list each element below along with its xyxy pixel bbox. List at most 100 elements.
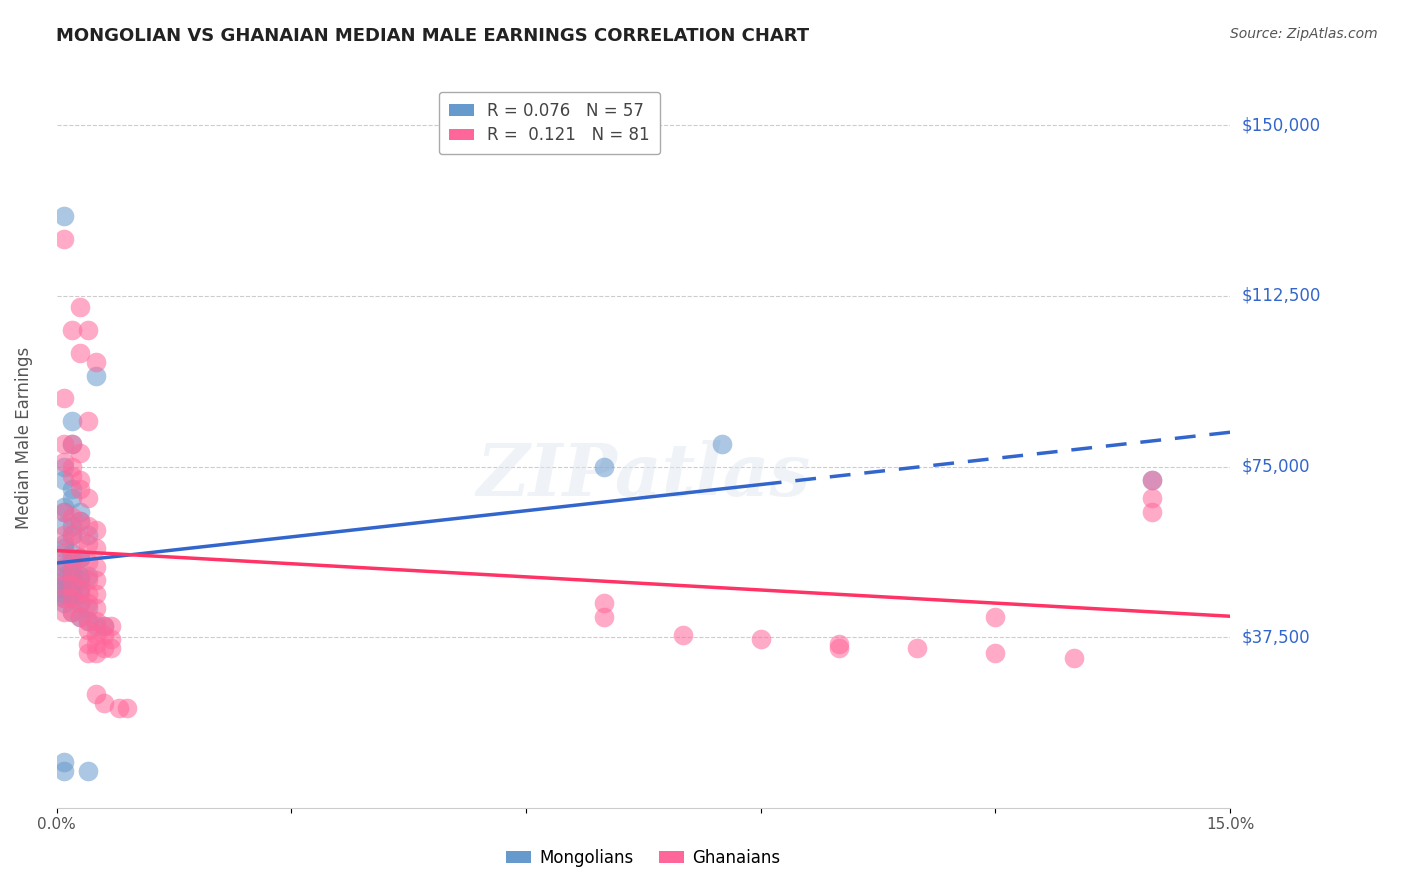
Ghanaians — [84, 559, 107, 574]
Ghanaians — [84, 614, 107, 628]
Ghanaians — [984, 609, 1007, 624]
Text: $150,000: $150,000 — [1241, 116, 1320, 135]
Ghanaians — [77, 614, 100, 628]
Ghanaians — [1140, 473, 1163, 487]
Ghanaians — [93, 628, 115, 642]
Legend: R = 0.076   N = 57, R =  0.121   N = 81: R = 0.076 N = 57, R = 0.121 N = 81 — [439, 92, 659, 154]
Mongolians — [77, 614, 100, 628]
Ghanaians — [828, 641, 851, 656]
Mongolians — [53, 582, 76, 597]
Ghanaians — [77, 624, 100, 638]
Ghanaians — [53, 546, 76, 560]
Mongolians — [60, 605, 83, 619]
Mongolians — [69, 505, 91, 519]
Ghanaians — [93, 696, 115, 710]
Ghanaians — [69, 446, 91, 460]
Mongolians — [53, 459, 76, 474]
Ghanaians — [93, 618, 115, 632]
Mongolians — [77, 764, 100, 779]
Ghanaians — [60, 605, 83, 619]
Ghanaians — [108, 700, 131, 714]
Mongolians — [69, 550, 91, 565]
Ghanaians — [100, 641, 122, 656]
Ghanaians — [84, 687, 107, 701]
Ghanaians — [593, 609, 616, 624]
Mongolians — [60, 591, 83, 606]
Mongolians — [53, 210, 76, 224]
Ghanaians — [84, 587, 107, 601]
Mongolians — [53, 596, 76, 610]
Ghanaians — [84, 573, 107, 587]
Ghanaians — [53, 605, 76, 619]
Mongolians — [53, 764, 76, 779]
Ghanaians — [60, 564, 83, 578]
Mongolians — [69, 573, 91, 587]
Ghanaians — [93, 641, 115, 656]
Mongolians — [53, 591, 76, 606]
Mongolians — [53, 573, 76, 587]
Ghanaians — [84, 355, 107, 369]
Text: Source: ZipAtlas.com: Source: ZipAtlas.com — [1230, 27, 1378, 41]
Mongolians — [1140, 473, 1163, 487]
Ghanaians — [84, 600, 107, 615]
Ghanaians — [593, 596, 616, 610]
Mongolians — [69, 596, 91, 610]
Ghanaians — [60, 528, 83, 542]
Ghanaians — [1140, 491, 1163, 506]
Ghanaians — [77, 555, 100, 569]
Mongolians — [53, 555, 76, 569]
Mongolians — [60, 518, 83, 533]
Ghanaians — [60, 323, 83, 337]
Ghanaians — [77, 414, 100, 428]
Mongolians — [60, 564, 83, 578]
Mongolians — [53, 473, 76, 487]
Text: $112,500: $112,500 — [1241, 287, 1320, 305]
Mongolians — [77, 528, 100, 542]
Ghanaians — [60, 550, 83, 565]
Mongolians — [69, 609, 91, 624]
Mongolians — [69, 550, 91, 565]
Mongolians — [60, 546, 83, 560]
Ghanaians — [53, 232, 76, 246]
Mongolians — [53, 578, 76, 592]
Mongolians — [77, 600, 100, 615]
Ghanaians — [84, 523, 107, 537]
Mongolians — [93, 618, 115, 632]
Ghanaians — [77, 323, 100, 337]
Mongolians — [60, 573, 83, 587]
Ghanaians — [69, 596, 91, 610]
Ghanaians — [60, 509, 83, 524]
Mongolians — [60, 582, 83, 597]
Ghanaians — [69, 533, 91, 547]
Ghanaians — [828, 637, 851, 651]
Ghanaians — [53, 591, 76, 606]
Mongolians — [84, 618, 107, 632]
Ghanaians — [60, 591, 83, 606]
Mongolians — [84, 368, 107, 383]
Mongolians — [53, 518, 76, 533]
Mongolians — [69, 514, 91, 528]
Ghanaians — [77, 587, 100, 601]
Ghanaians — [984, 646, 1007, 660]
Ghanaians — [53, 392, 76, 406]
Ghanaians — [69, 582, 91, 597]
Ghanaians — [53, 437, 76, 451]
Mongolians — [53, 559, 76, 574]
Mongolians — [593, 459, 616, 474]
Mongolians — [53, 587, 76, 601]
Ghanaians — [53, 455, 76, 469]
Mongolians — [60, 528, 83, 542]
Mongolians — [60, 437, 83, 451]
Mongolians — [53, 505, 76, 519]
Mongolians — [53, 500, 76, 515]
Ghanaians — [69, 346, 91, 360]
Ghanaians — [671, 628, 693, 642]
Ghanaians — [60, 459, 83, 474]
Text: ZIPatlas: ZIPatlas — [477, 440, 810, 510]
Ghanaians — [60, 578, 83, 592]
Mongolians — [53, 537, 76, 551]
Ghanaians — [1063, 650, 1085, 665]
Mongolians — [53, 541, 76, 556]
Ghanaians — [77, 491, 100, 506]
Ghanaians — [60, 468, 83, 483]
